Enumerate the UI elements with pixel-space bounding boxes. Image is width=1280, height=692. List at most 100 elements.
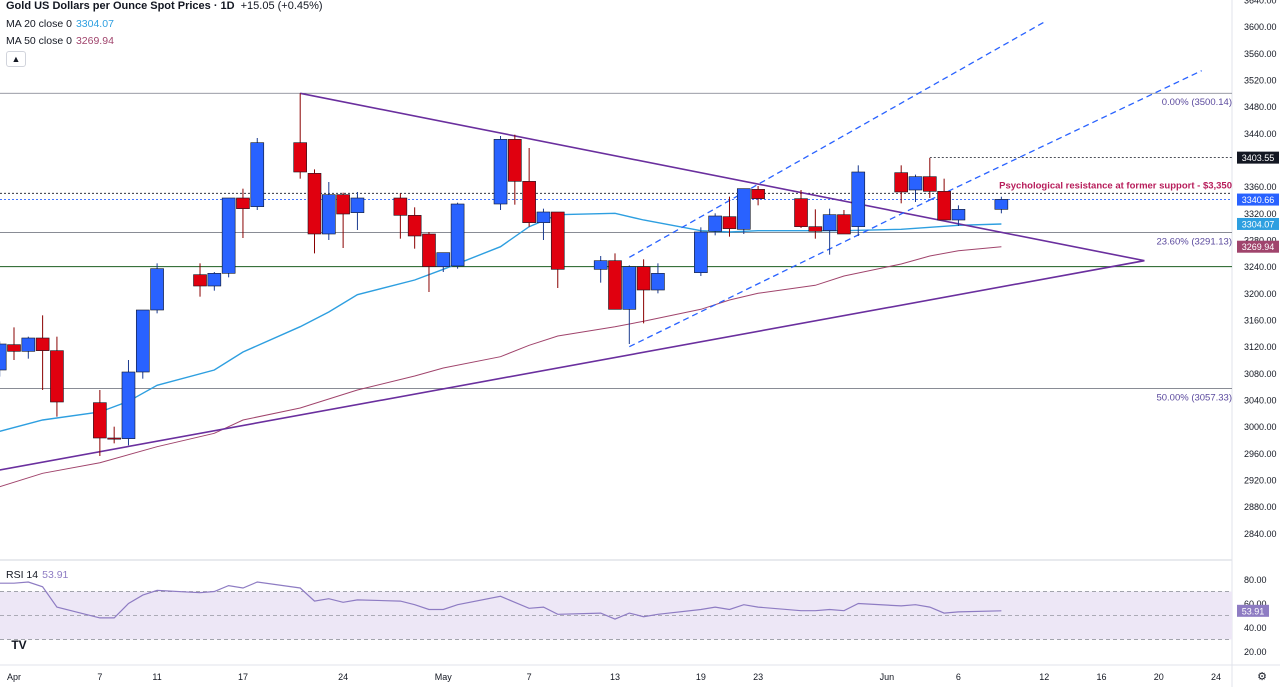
y-tick-label: 2920.00 [1244,476,1277,486]
candle-body [593,260,608,270]
x-tick-label: 24 [1211,672,1221,682]
candle-body [135,309,150,373]
ma20-value: 3304.07 [75,18,114,30]
candle-body [550,211,565,270]
candle-body [937,191,951,221]
candle-body [450,203,465,267]
chevron-up-icon[interactable]: ▲ [6,51,26,67]
rsi-line [0,581,1002,620]
y-tick-label: 3480.00 [1244,102,1277,112]
candle-body [908,176,923,191]
rsi-tick-label: 20.00 [1244,647,1267,657]
ma20-label: MA 20 close 0 [6,18,72,30]
candle-body [293,142,307,173]
x-tick-label: 7 [97,672,102,682]
y-tick-label: 3080.00 [1244,369,1277,379]
tradingview-logo[interactable]: TV [11,638,27,652]
candle-body [422,233,436,267]
candle-body [636,266,651,291]
x-tick-label: 7 [527,672,532,682]
candle-body [808,226,823,232]
chart-title: Gold US Dollars per Ounce Spot Prices · … [6,0,323,12]
price-change: +15.05 (+0.45%) [240,0,323,12]
y-tick-label: 3360.00 [1244,182,1277,192]
candle-body [150,268,164,311]
candle-body [93,402,107,439]
ma50-value: 3269.94 [75,35,114,47]
price-badge [1237,217,1279,230]
x-tick-label: Apr [7,672,21,682]
x-tick-label: 24 [338,672,348,682]
candle-body [350,197,365,213]
ma50-line [0,246,1002,488]
y-tick-label: 3200.00 [1244,289,1277,299]
candle-body [121,371,136,439]
x-tick-label: 19 [696,672,706,682]
resistance-label: Psychological resistance at former suppo… [999,180,1232,191]
candle-body [322,194,336,235]
candle-body [851,171,866,227]
x-tick-label: 12 [1039,672,1049,682]
candle-body [250,142,265,207]
price-badge-label: 3269.94 [1242,242,1275,252]
rsi-badge-label: 53.91 [1242,606,1265,616]
x-tick-label: 11 [152,672,161,682]
ma20-line [0,212,1002,432]
candle-body [736,188,751,230]
candle-body [722,216,737,229]
candle-body [708,215,722,232]
candle-body [894,172,908,193]
x-tick-label: 23 [753,672,763,682]
candle-body [837,214,851,235]
chart-title-text: Gold US Dollars per Ounce Spot Prices · … [6,0,235,12]
price-badge-label: 3304.07 [1242,219,1275,229]
gear-icon[interactable]: ⚙ [1257,671,1267,683]
price-badge [1237,151,1279,164]
candle-body [35,337,50,351]
candle-body [522,181,536,223]
candle-body [608,260,622,310]
candle-body [107,437,121,440]
fib-label: 50.00% (3057.33) [1156,392,1232,403]
y-tick-label: 3640.00 [1244,0,1277,6]
ma50-legend[interactable]: MA 50 close 0 3269.94 [6,35,114,47]
candle-body [751,189,765,199]
candle-body [393,197,408,216]
ma20-legend[interactable]: MA 20 close 0 3304.07 [6,18,114,30]
y-tick-label: 2880.00 [1244,502,1277,512]
y-tick-label: 3160.00 [1244,316,1277,326]
y-tick-label: 2840.00 [1244,529,1277,539]
y-tick-label: 3280.00 [1244,236,1277,246]
candle-body [207,273,222,287]
candle-body [193,274,207,287]
candle-body [0,343,7,371]
y-tick-label: 3560.00 [1244,49,1277,59]
y-tick-label: 3040.00 [1244,396,1277,406]
candle-body [508,139,522,182]
rsi-legend[interactable]: RSI 14 53.91 [6,569,68,581]
candle-body [493,139,508,205]
y-tick-label: 3120.00 [1244,342,1277,352]
candle-body [951,209,966,221]
y-tick-label: 3600.00 [1244,22,1277,32]
candle-body [307,173,322,235]
price-badge-label: 3403.55 [1242,153,1275,163]
candle-body [21,337,36,352]
ma50-label: MA 50 close 0 [6,35,72,47]
channel-line [629,199,931,348]
candle-body [336,194,350,215]
x-tick-label: 20 [1154,672,1164,682]
candle-body [407,215,422,237]
price-badge [1237,193,1279,206]
candle-body [50,350,64,403]
fib-label: 0.00% (3500.14) [1162,97,1232,108]
rsi-tick-label: 40.00 [1244,623,1267,633]
price-badge-label: 3340.66 [1242,195,1275,205]
candle-body [536,211,551,223]
rsi-badge [1237,604,1269,617]
trend-line [300,92,1145,262]
fib-label: 23.60% (3291.13) [1156,237,1232,248]
trend-line [0,259,1145,471]
